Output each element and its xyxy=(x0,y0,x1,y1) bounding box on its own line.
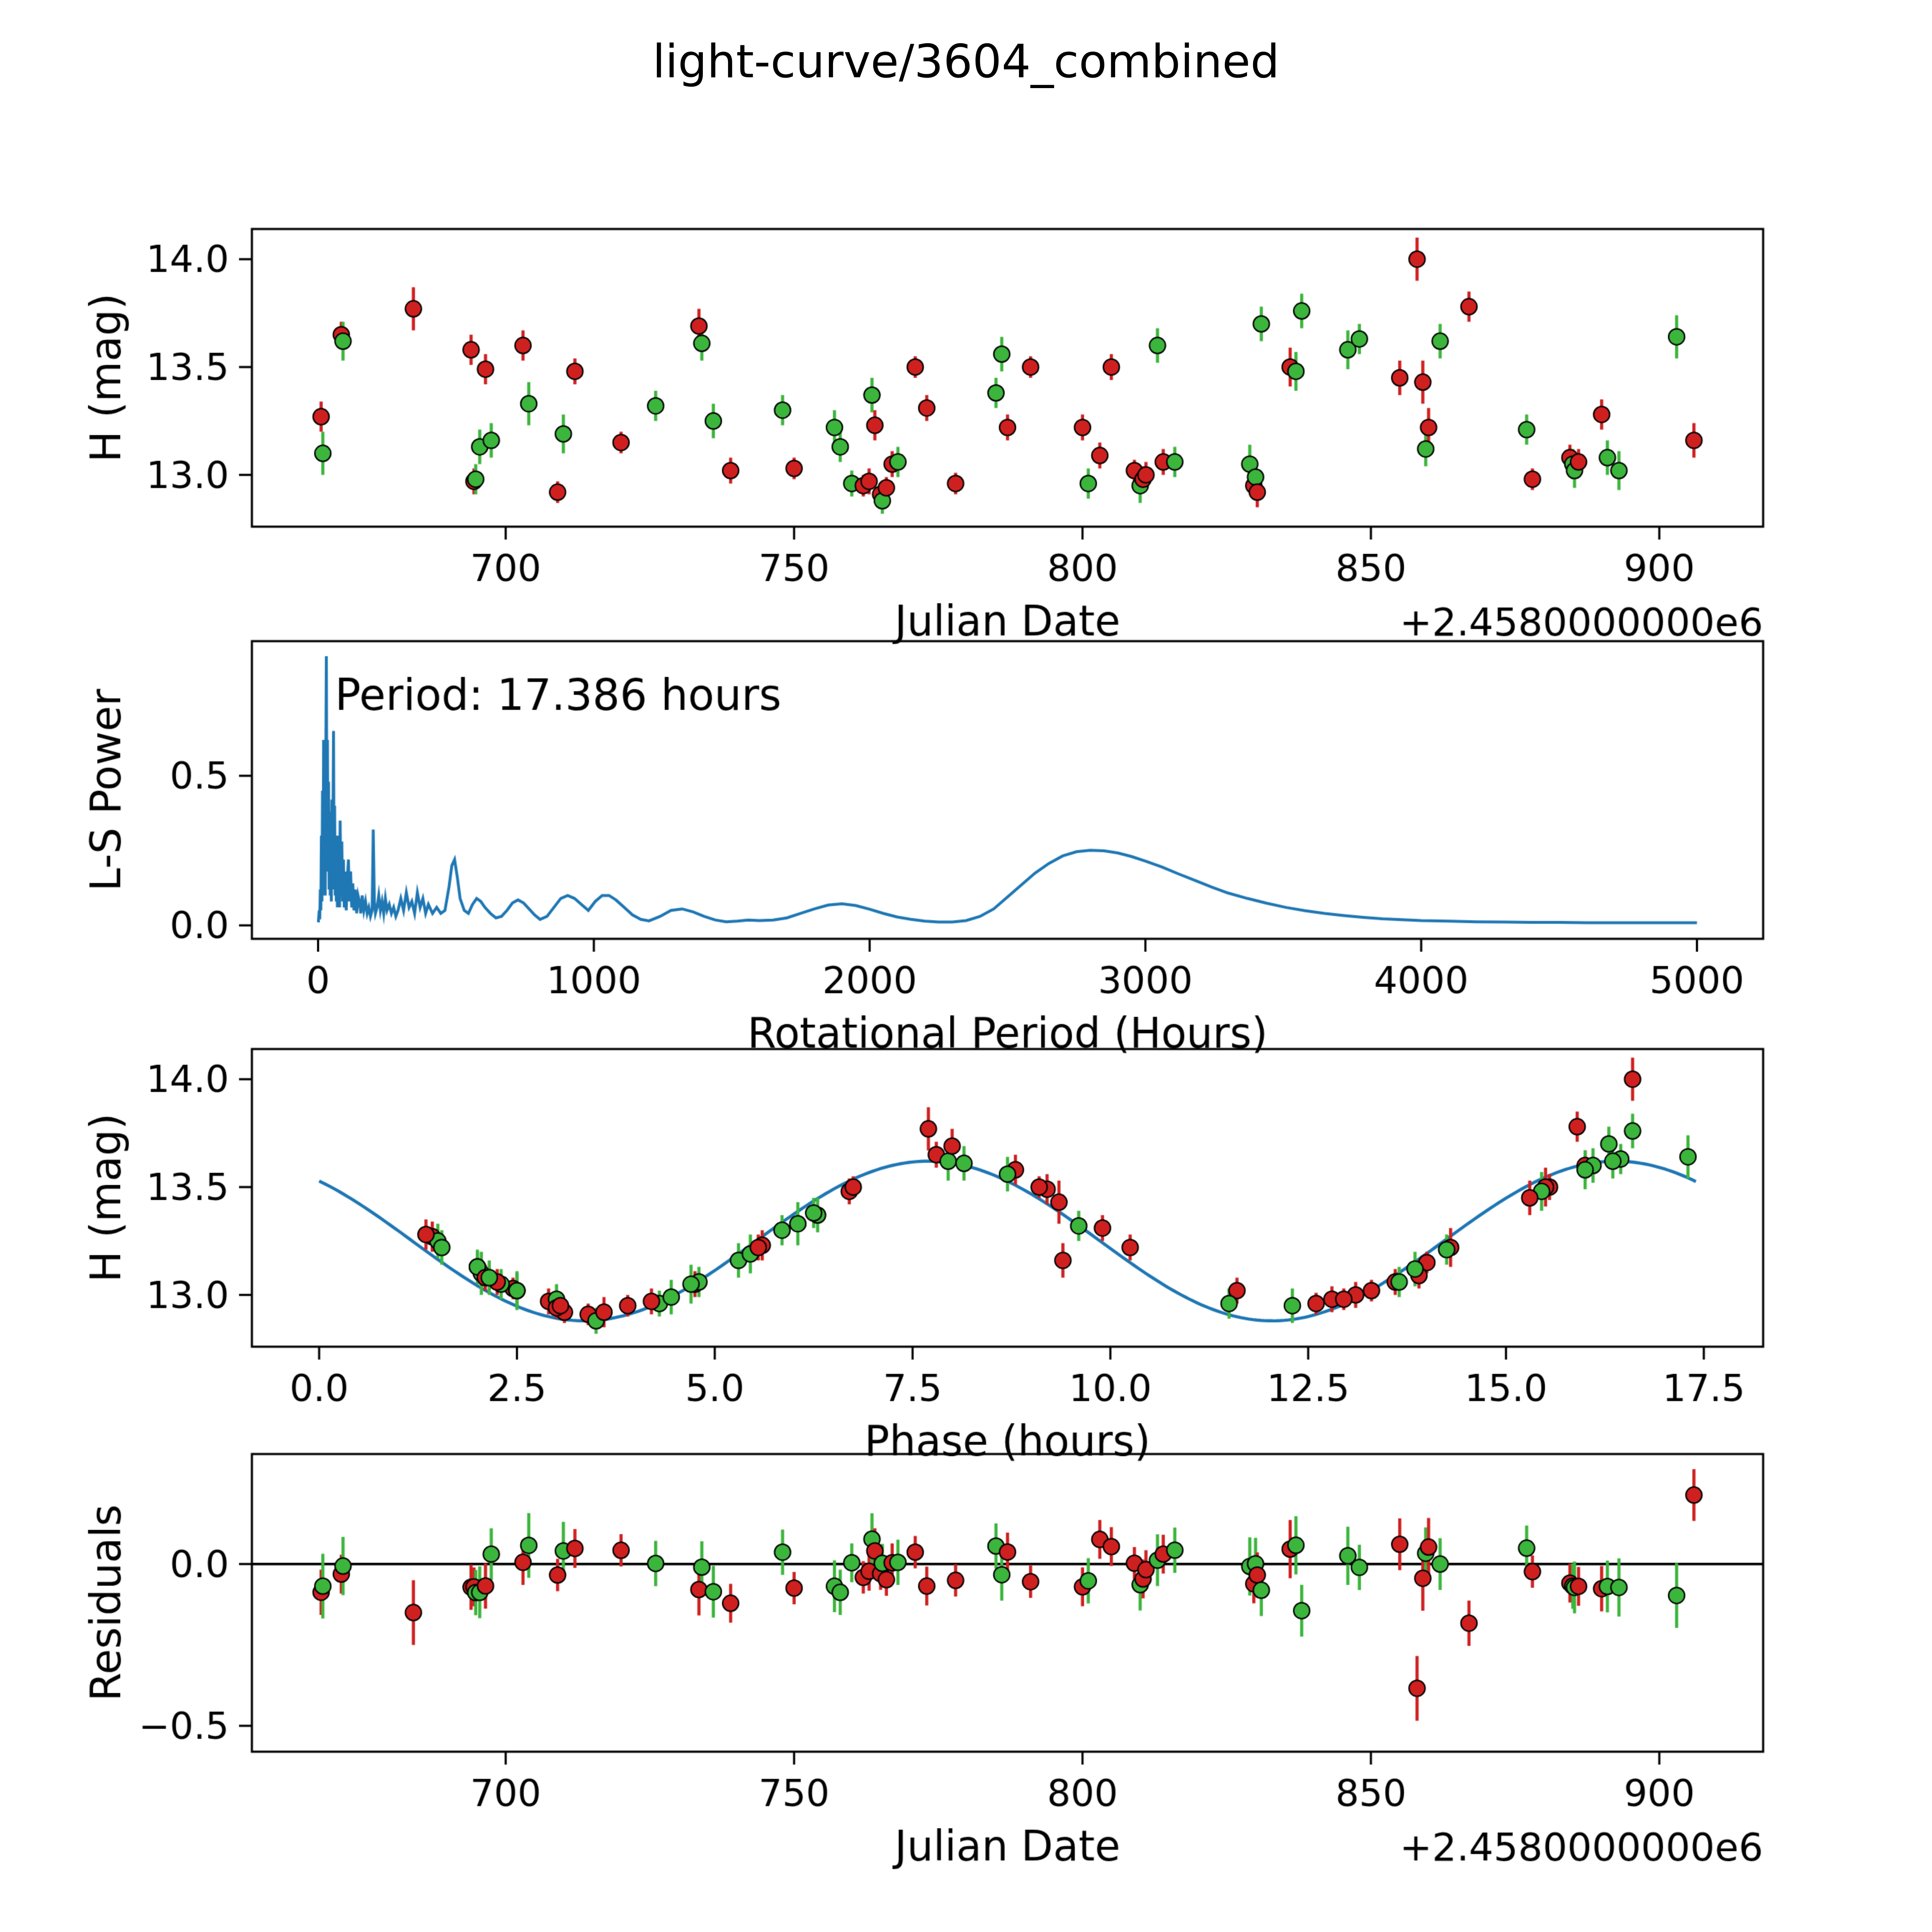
figure-title: light-curve/3604_combined xyxy=(652,35,1280,88)
